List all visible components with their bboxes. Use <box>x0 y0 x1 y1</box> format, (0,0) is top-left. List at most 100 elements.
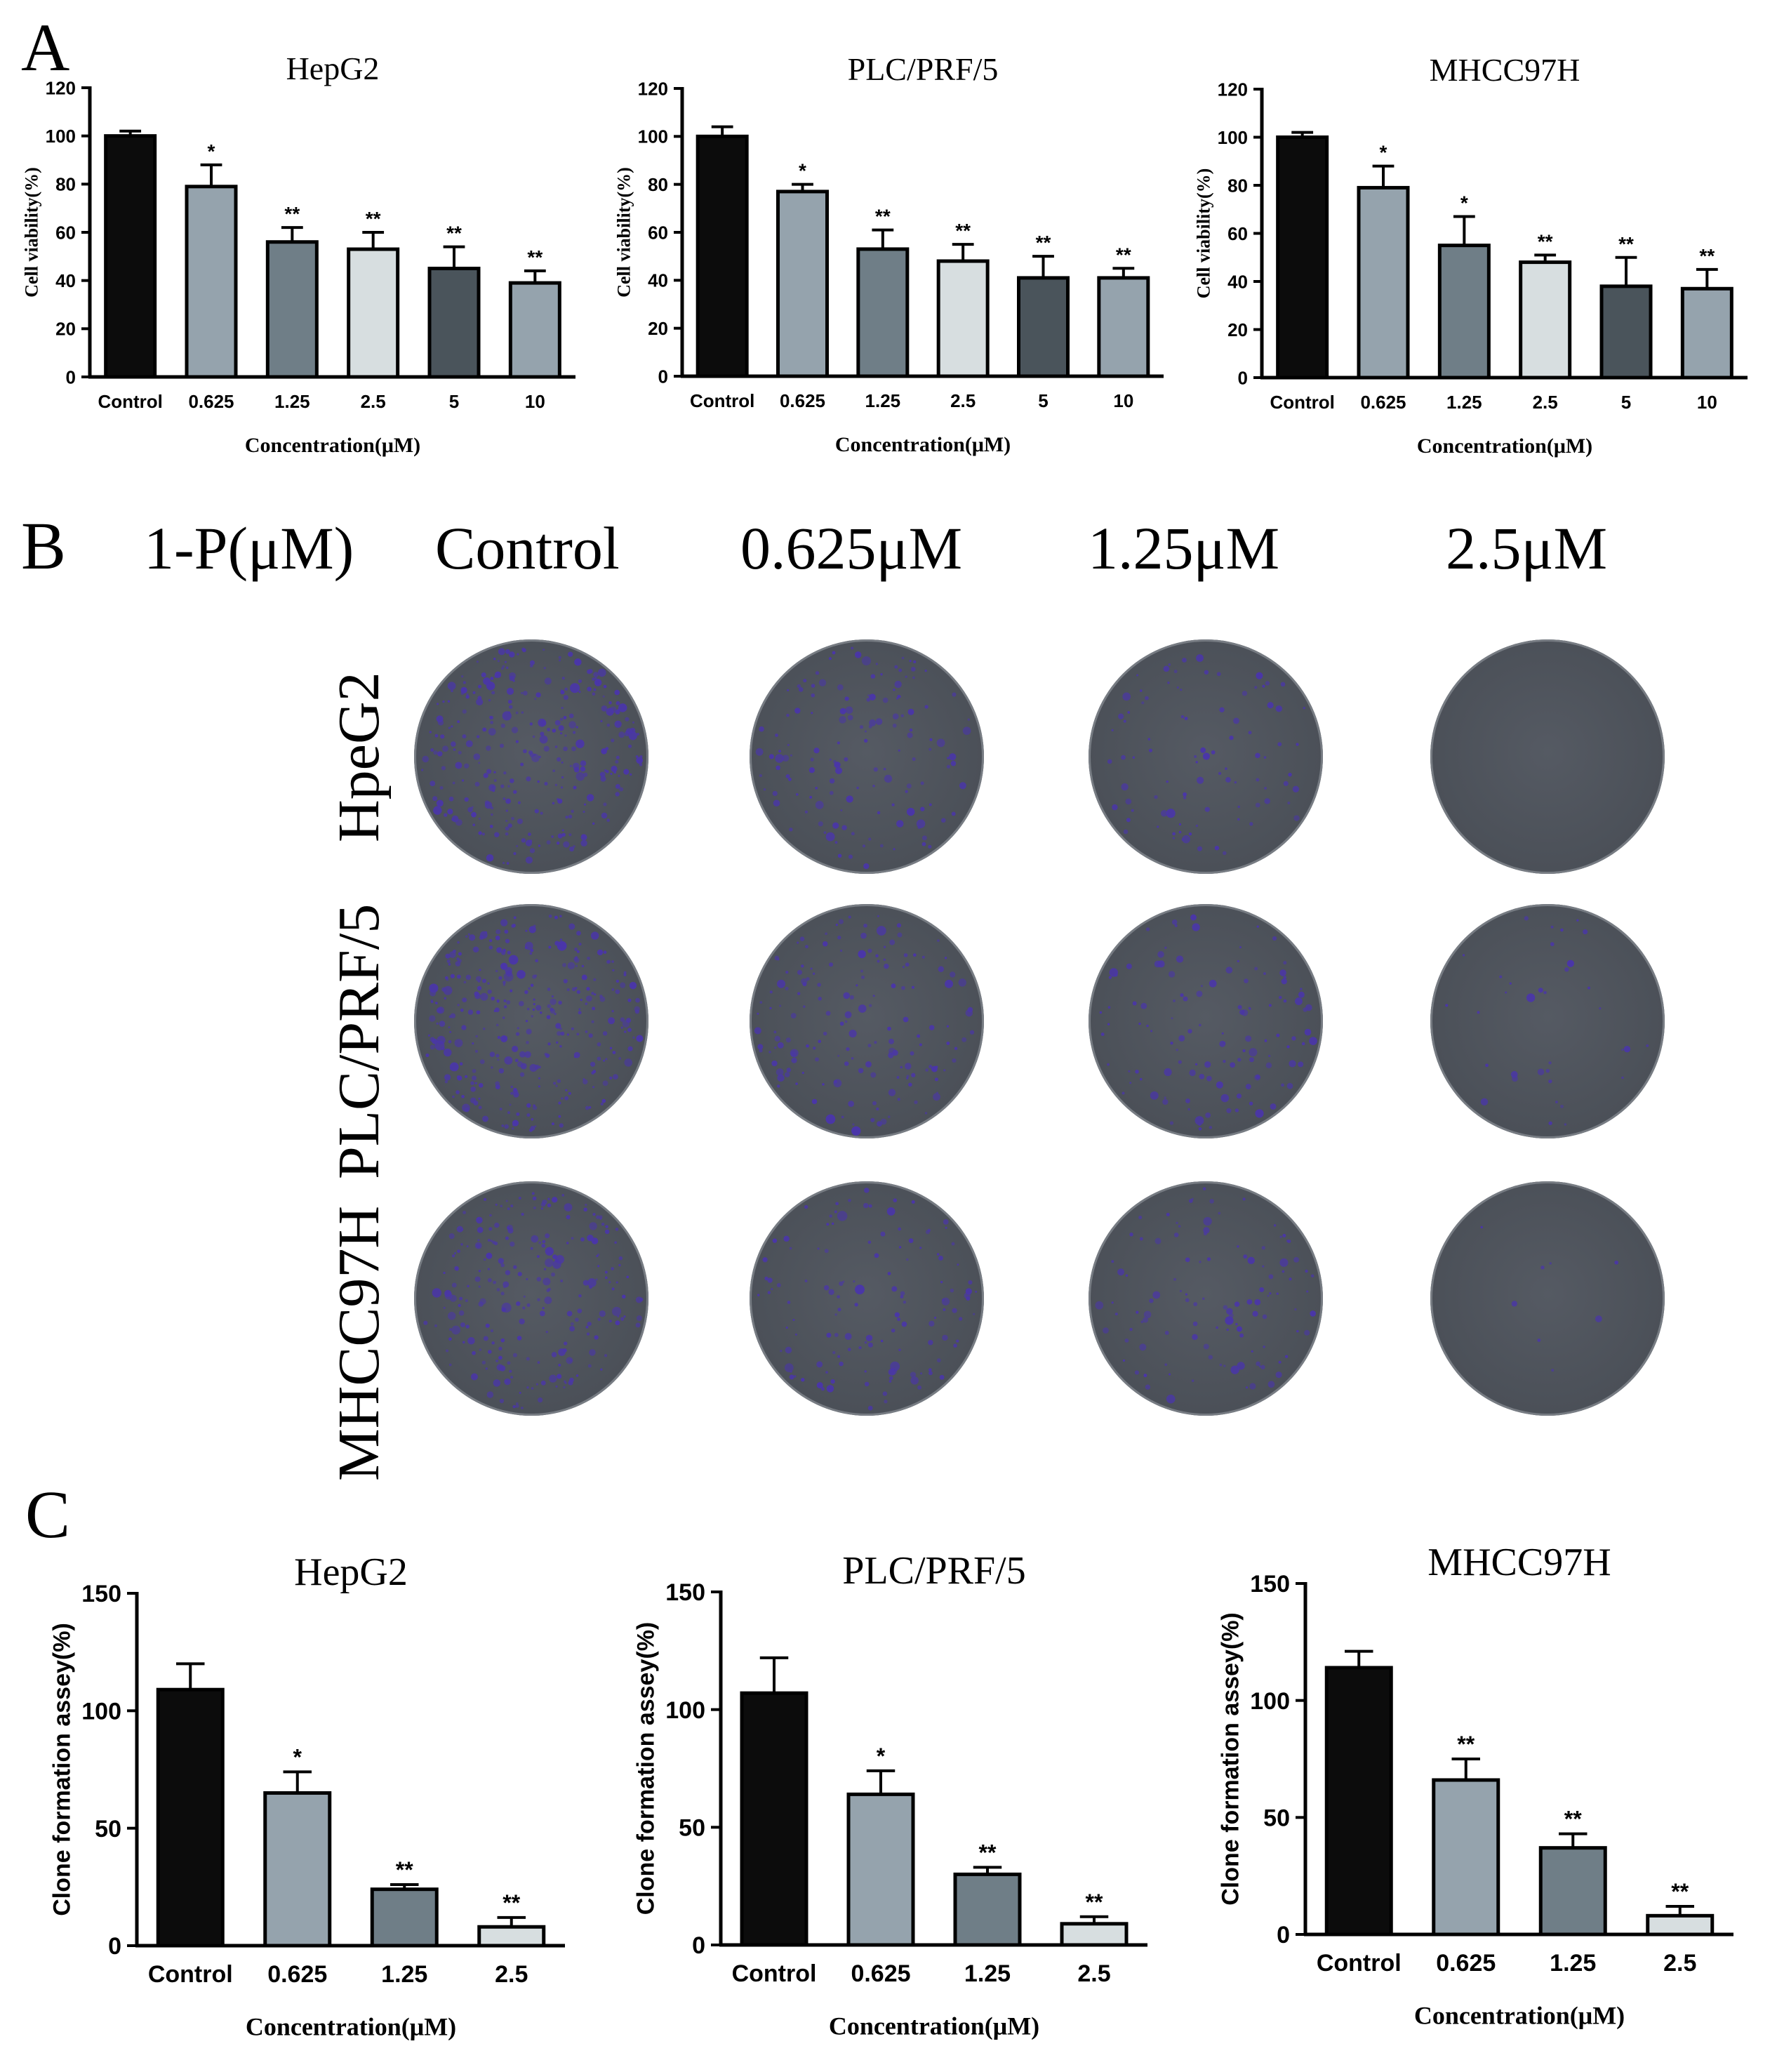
colony <box>797 992 801 995</box>
colony <box>874 1253 879 1259</box>
y-tick-label: 60 <box>55 222 76 243</box>
colony <box>476 1010 481 1015</box>
colony <box>585 1203 587 1207</box>
colony <box>439 785 444 790</box>
colony <box>526 1303 531 1307</box>
colony <box>966 1296 971 1301</box>
colony <box>1282 1233 1286 1237</box>
colony <box>1236 1093 1242 1099</box>
colony <box>817 1247 820 1250</box>
colony <box>444 1080 448 1084</box>
colony <box>535 692 541 698</box>
colony <box>1209 1126 1213 1129</box>
colony <box>573 766 580 773</box>
colony <box>792 1319 795 1322</box>
colony <box>513 916 517 919</box>
colony <box>532 735 535 738</box>
colony <box>623 1030 627 1033</box>
colony <box>884 774 893 783</box>
colony <box>1268 1004 1272 1007</box>
colony <box>458 952 462 956</box>
colony <box>1145 696 1149 700</box>
colony <box>906 807 915 816</box>
colony <box>591 992 594 995</box>
x-tick-label: 5 <box>1038 390 1048 411</box>
colony <box>592 1086 595 1089</box>
colony <box>872 785 875 788</box>
colony <box>811 684 816 688</box>
colony <box>526 1386 529 1389</box>
colony <box>905 675 907 678</box>
colony <box>462 688 465 691</box>
colony-layer <box>1095 1187 1316 1404</box>
colony <box>1173 670 1178 674</box>
colony <box>934 1316 937 1319</box>
colony <box>867 694 870 697</box>
colony <box>613 1074 618 1080</box>
colony <box>578 943 582 946</box>
colony <box>510 1204 514 1208</box>
colony <box>568 651 573 657</box>
colony <box>568 713 574 719</box>
colony <box>596 1215 600 1219</box>
colony <box>969 1030 975 1035</box>
colony <box>898 1246 902 1249</box>
colony <box>1261 1246 1265 1250</box>
colony <box>870 674 876 679</box>
colony <box>637 733 639 736</box>
colony <box>489 825 493 828</box>
colony <box>1185 1293 1188 1296</box>
colony <box>529 848 535 854</box>
colony <box>550 1007 554 1011</box>
colony <box>462 734 467 739</box>
colony <box>1549 1262 1552 1265</box>
colony <box>479 1059 485 1065</box>
significance-marker: * <box>1380 142 1387 164</box>
colony <box>592 692 596 696</box>
colony <box>892 723 897 728</box>
colony <box>806 977 810 981</box>
colony <box>436 799 444 807</box>
colony <box>520 691 524 695</box>
colony <box>531 1015 533 1018</box>
colony <box>489 1051 495 1057</box>
colony <box>461 675 464 678</box>
chart-a2: PLC/PRF/5Control*0.625**1.25**2.5**5**10… <box>614 51 1164 456</box>
colony <box>1107 759 1112 764</box>
colony <box>512 1404 516 1409</box>
colony <box>883 958 886 961</box>
colony <box>921 842 926 846</box>
colony <box>597 1253 600 1256</box>
colony <box>863 1202 869 1209</box>
colony <box>560 1031 565 1036</box>
colony <box>592 822 595 825</box>
colony <box>1193 1302 1198 1306</box>
colony <box>768 1051 771 1054</box>
colony <box>1296 1329 1299 1333</box>
colony <box>584 803 587 806</box>
colony <box>487 1268 490 1270</box>
colony <box>534 698 537 700</box>
colony <box>897 1098 900 1101</box>
colony <box>495 1084 500 1089</box>
colony <box>634 1009 640 1014</box>
colony <box>1286 1045 1290 1049</box>
colony <box>1538 988 1543 993</box>
colony <box>512 923 516 928</box>
colony <box>757 1044 764 1050</box>
colony <box>907 708 914 715</box>
colony <box>910 667 916 672</box>
colony <box>1254 686 1258 689</box>
colony <box>524 941 533 950</box>
colony <box>1234 781 1237 784</box>
colony <box>486 854 494 862</box>
x-tick-label: Control <box>148 1961 233 1988</box>
colony <box>1287 1239 1291 1243</box>
colony <box>1249 1101 1253 1105</box>
colony <box>565 1089 568 1091</box>
colony <box>521 838 526 843</box>
colony <box>573 731 576 734</box>
x-tick-label: Control <box>98 391 162 412</box>
colony <box>554 719 561 726</box>
colony <box>959 1317 963 1321</box>
